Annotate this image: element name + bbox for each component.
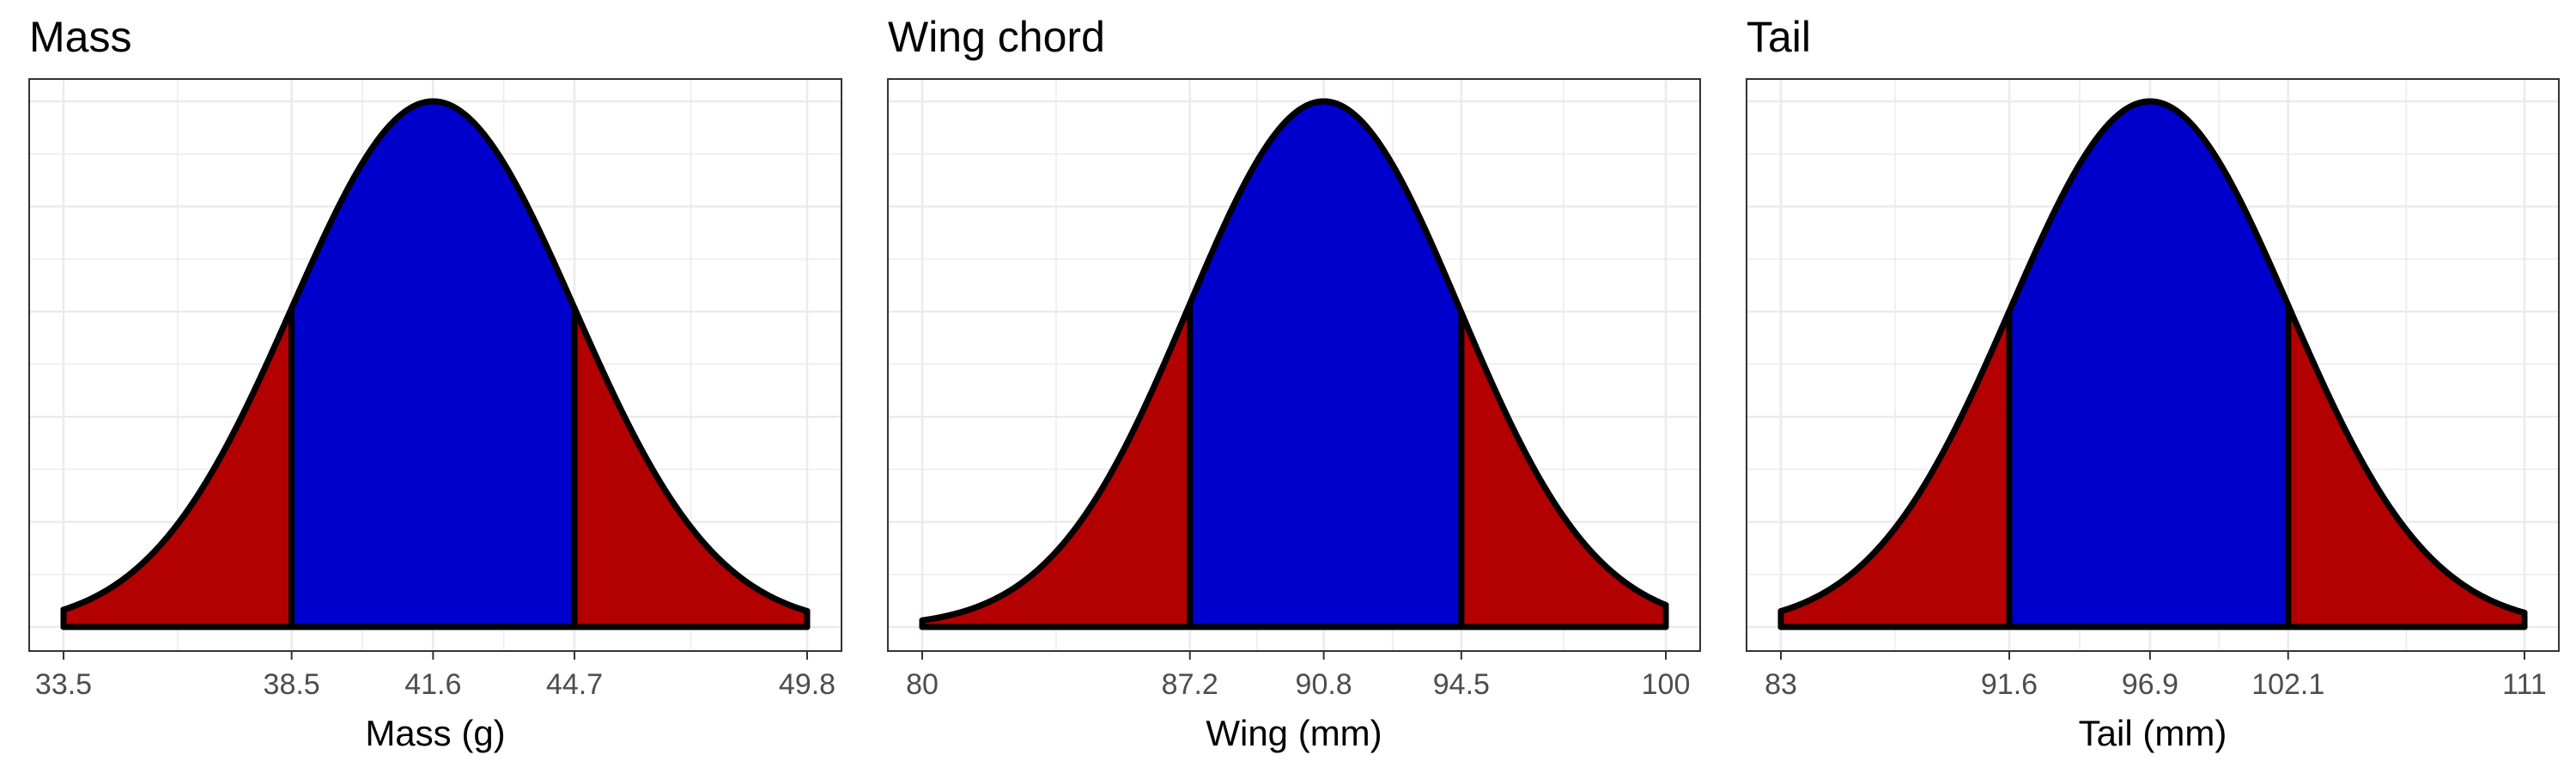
chart-tail: 83 91.6 96.9 102.1 111 Tail (mm) [1746, 78, 2560, 753]
x-tick-label: 44.7 [546, 668, 603, 701]
chart-title: Mass [29, 13, 132, 61]
chart-mass: 33.5 38.5 41.6 44.7 49.8 Mass (g) [28, 78, 842, 753]
x-tick-label: 83 [1765, 668, 1797, 701]
chart-panel-wing-chord: Wing chord 80 87.2 90.8 94.5 100 Wing (mm) [859, 0, 1717, 773]
chart-panel-mass: Mass 33.5 38.5 41.6 44.7 49.8 Mass (g) [0, 0, 859, 773]
chart-wing-chord: 80 87.2 90.8 94.5 100 Wing (mm) [887, 78, 1701, 753]
x-tick-label: 90.8 [1296, 668, 1352, 701]
density-curve [919, 98, 1669, 630]
x-tick-label: 94.5 [1433, 668, 1490, 701]
x-tick-label: 100 [1642, 668, 1691, 701]
plot-border [1746, 78, 2560, 652]
x-tick-label: 80 [906, 668, 939, 701]
x-tick-label: 102.1 [2251, 668, 2324, 701]
x-axis-title: Wing (mm) [1206, 713, 1382, 753]
x-tick-label: 33.5 [35, 668, 92, 701]
x-tick-label: 96.9 [2122, 668, 2178, 701]
x-tick-label: 49.8 [779, 668, 835, 701]
density-curve [1777, 98, 2528, 630]
x-tick-label: 41.6 [404, 668, 461, 701]
x-axis-title: Mass (g) [365, 713, 505, 753]
x-axis-title: Tail (mm) [2079, 713, 2227, 753]
x-tick-label: 91.6 [1981, 668, 2038, 701]
plot-border [28, 78, 842, 652]
chart-title: Wing chord [888, 13, 1105, 61]
x-tick-label: 111 [2502, 668, 2547, 701]
density-curve [60, 98, 811, 630]
x-tick-label: 87.2 [1162, 668, 1218, 701]
chart-title: Tail [1747, 13, 1812, 61]
chart-panel-tail: Tail 83 91.6 96.9 102.1 111 Tail (mm) [1717, 0, 2576, 773]
plot-border [887, 78, 1701, 652]
x-tick-label: 38.5 [264, 668, 320, 701]
